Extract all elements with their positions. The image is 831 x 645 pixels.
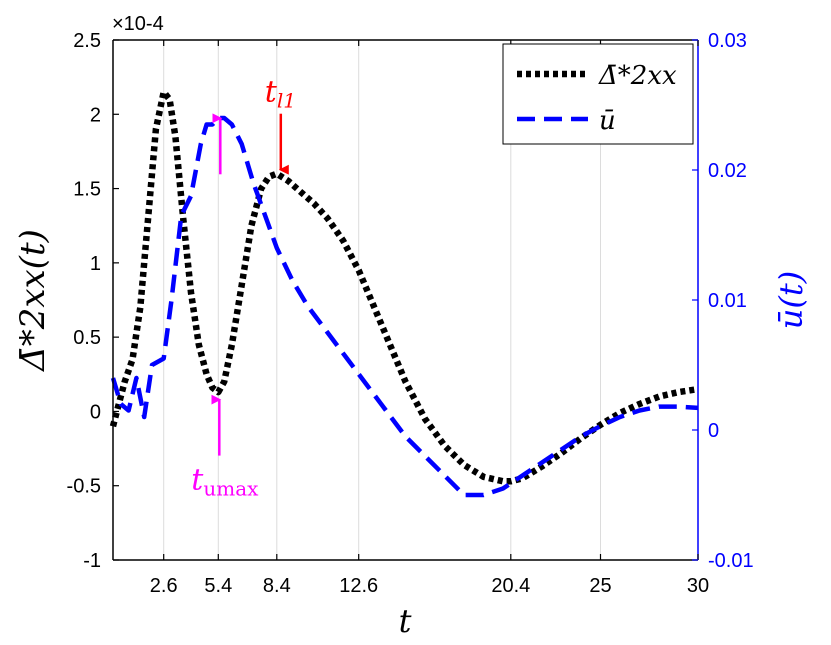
y-tick-label-left: 2 bbox=[90, 104, 101, 126]
x-axis-label: t bbox=[399, 602, 412, 640]
y-tick-label-right: 0.03 bbox=[708, 30, 747, 52]
legend-label-u-bar: ū bbox=[599, 106, 616, 136]
y-tick-label-right: -0.01 bbox=[708, 550, 754, 572]
y-tick-label-left: 0.5 bbox=[73, 327, 101, 349]
y-tick-label-left: -0.5 bbox=[67, 476, 101, 498]
y-tick-label-left: 0 bbox=[90, 401, 101, 423]
x-tick-label: 25 bbox=[589, 575, 611, 597]
y-tick-label-right: 0.01 bbox=[708, 290, 747, 312]
y-tick-label-left: 1.5 bbox=[73, 179, 101, 201]
legend: Δ̄*2xx ū bbox=[502, 43, 694, 145]
axis-multiplier: ×10-4 bbox=[112, 13, 164, 35]
x-tick-label: 30 bbox=[687, 575, 709, 597]
y-axis-label-right: ū(t) bbox=[772, 271, 810, 329]
series-line-u-bar bbox=[110, 115, 699, 498]
axes-layer: 2.6 5.4 8.4 12.6 20.4 25 30 -1 -0.5 0 0.5 1 1.5 2 2.5 -… bbox=[67, 30, 754, 597]
y-tick-label-left: -1 bbox=[83, 550, 101, 572]
legend-label-delta: Δ̄*2xx bbox=[598, 61, 677, 91]
series-line-delta bbox=[109, 88, 699, 485]
y-tick-label-right: 0.02 bbox=[708, 160, 747, 182]
x-tick-label: 8.4 bbox=[263, 575, 291, 597]
series-layer bbox=[109, 88, 699, 498]
legend-box bbox=[502, 43, 694, 145]
x-tick-label: 12.6 bbox=[339, 575, 378, 597]
y-tick-label-left: 2.5 bbox=[73, 30, 101, 52]
annotation-label-tl1: tl1 bbox=[265, 75, 296, 113]
x-tick-label: 5.4 bbox=[204, 575, 232, 597]
annotation-layer: tl1 tumax bbox=[191, 75, 296, 501]
annotation-label-tumax: tumax bbox=[191, 463, 259, 501]
x-tick-label: 20.4 bbox=[491, 575, 530, 597]
x-tick-label: 2.6 bbox=[150, 575, 178, 597]
y-tick-label-right: 0 bbox=[708, 420, 719, 442]
y-tick-label-left: 1 bbox=[90, 253, 101, 275]
y-axis-label-left: Δ̄*2xx(t) bbox=[13, 229, 53, 373]
